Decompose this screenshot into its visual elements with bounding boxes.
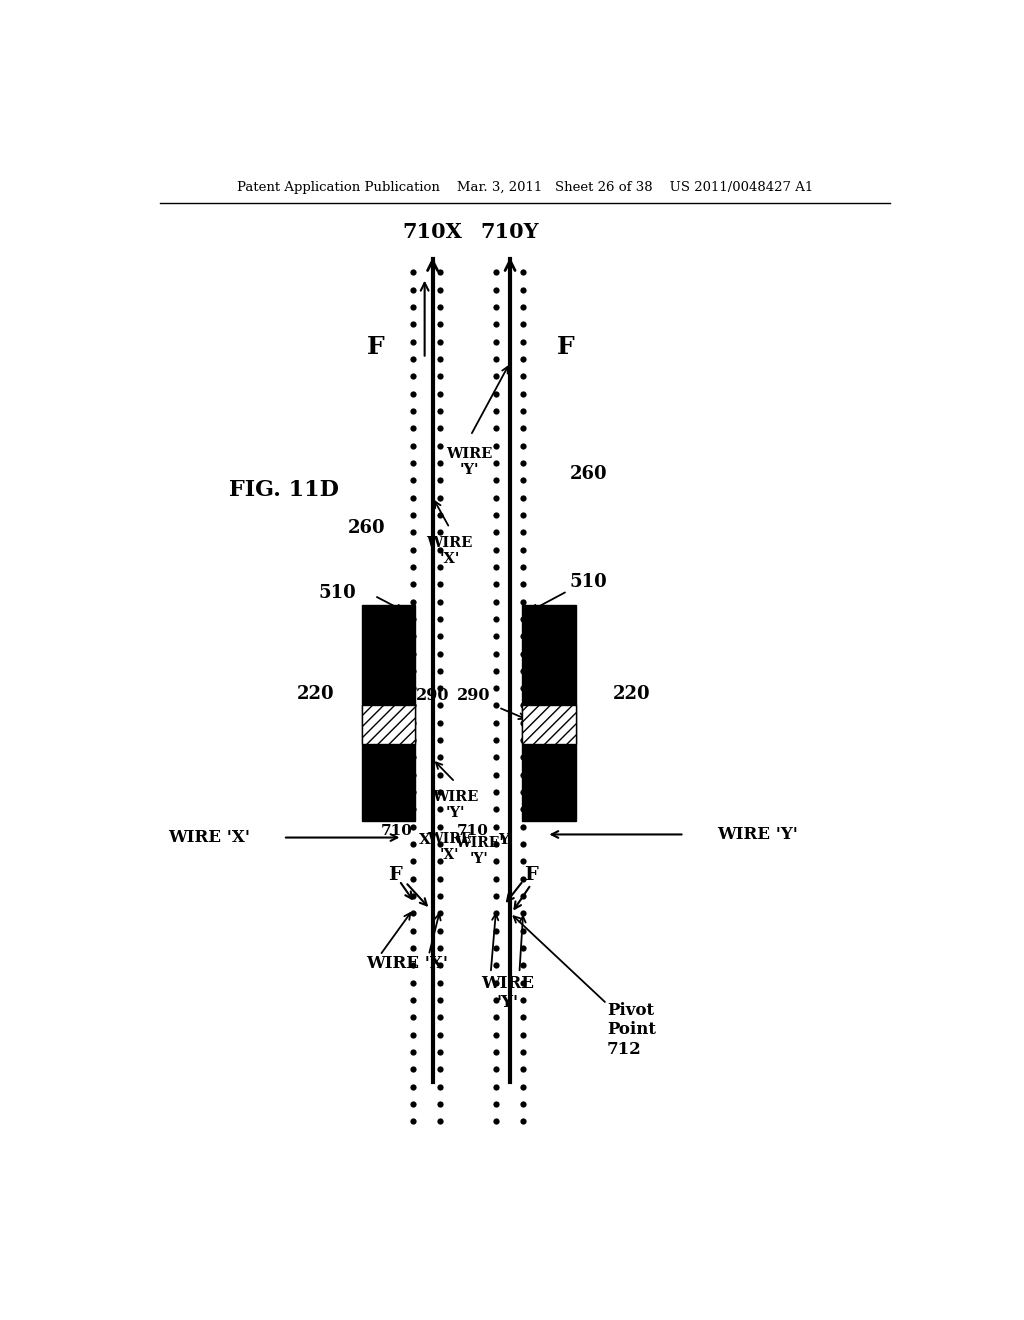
Text: 260: 260 bbox=[569, 465, 607, 483]
Text: 510: 510 bbox=[318, 585, 356, 602]
Text: F: F bbox=[368, 335, 385, 359]
Text: WIRE
'Y': WIRE 'Y' bbox=[481, 974, 535, 1011]
Text: 290: 290 bbox=[457, 688, 490, 705]
Text: 710X: 710X bbox=[402, 222, 463, 242]
Text: 510: 510 bbox=[569, 573, 607, 591]
Text: WIRE'
'Y': WIRE' 'Y' bbox=[455, 836, 504, 866]
Text: 220: 220 bbox=[612, 685, 650, 702]
Text: WIRE
'X': WIRE 'X' bbox=[426, 536, 473, 566]
Text: F: F bbox=[388, 866, 402, 883]
Text: 260: 260 bbox=[348, 519, 385, 537]
Text: 220: 220 bbox=[297, 685, 335, 702]
Text: F: F bbox=[557, 335, 574, 359]
Text: WIRE 'Y': WIRE 'Y' bbox=[717, 826, 798, 843]
Bar bbox=[362, 605, 415, 821]
Bar bbox=[521, 705, 575, 743]
Bar bbox=[521, 605, 575, 821]
Text: 290: 290 bbox=[416, 688, 450, 705]
Text: 710: 710 bbox=[381, 824, 413, 838]
Text: WIRE
'X': WIRE 'X' bbox=[427, 832, 472, 862]
Text: FIG. 11D: FIG. 11D bbox=[228, 479, 339, 500]
Text: Pivot
Point
712: Pivot Point 712 bbox=[607, 1002, 656, 1057]
Bar bbox=[362, 705, 415, 743]
Text: Patent Application Publication    Mar. 3, 2011   Sheet 26 of 38    US 2011/00484: Patent Application Publication Mar. 3, 2… bbox=[237, 181, 813, 194]
Text: WIRE 'X': WIRE 'X' bbox=[366, 954, 449, 972]
Text: WIRE
'Y': WIRE 'Y' bbox=[445, 447, 493, 478]
Text: 710: 710 bbox=[457, 824, 488, 838]
Text: F: F bbox=[524, 866, 538, 883]
Text: WIRE 'X': WIRE 'X' bbox=[169, 829, 251, 846]
Text: WIRE
'Y': WIRE 'Y' bbox=[432, 789, 478, 820]
Text: Y: Y bbox=[499, 833, 510, 847]
Text: 710Y: 710Y bbox=[480, 222, 540, 242]
Text: X: X bbox=[419, 833, 430, 847]
